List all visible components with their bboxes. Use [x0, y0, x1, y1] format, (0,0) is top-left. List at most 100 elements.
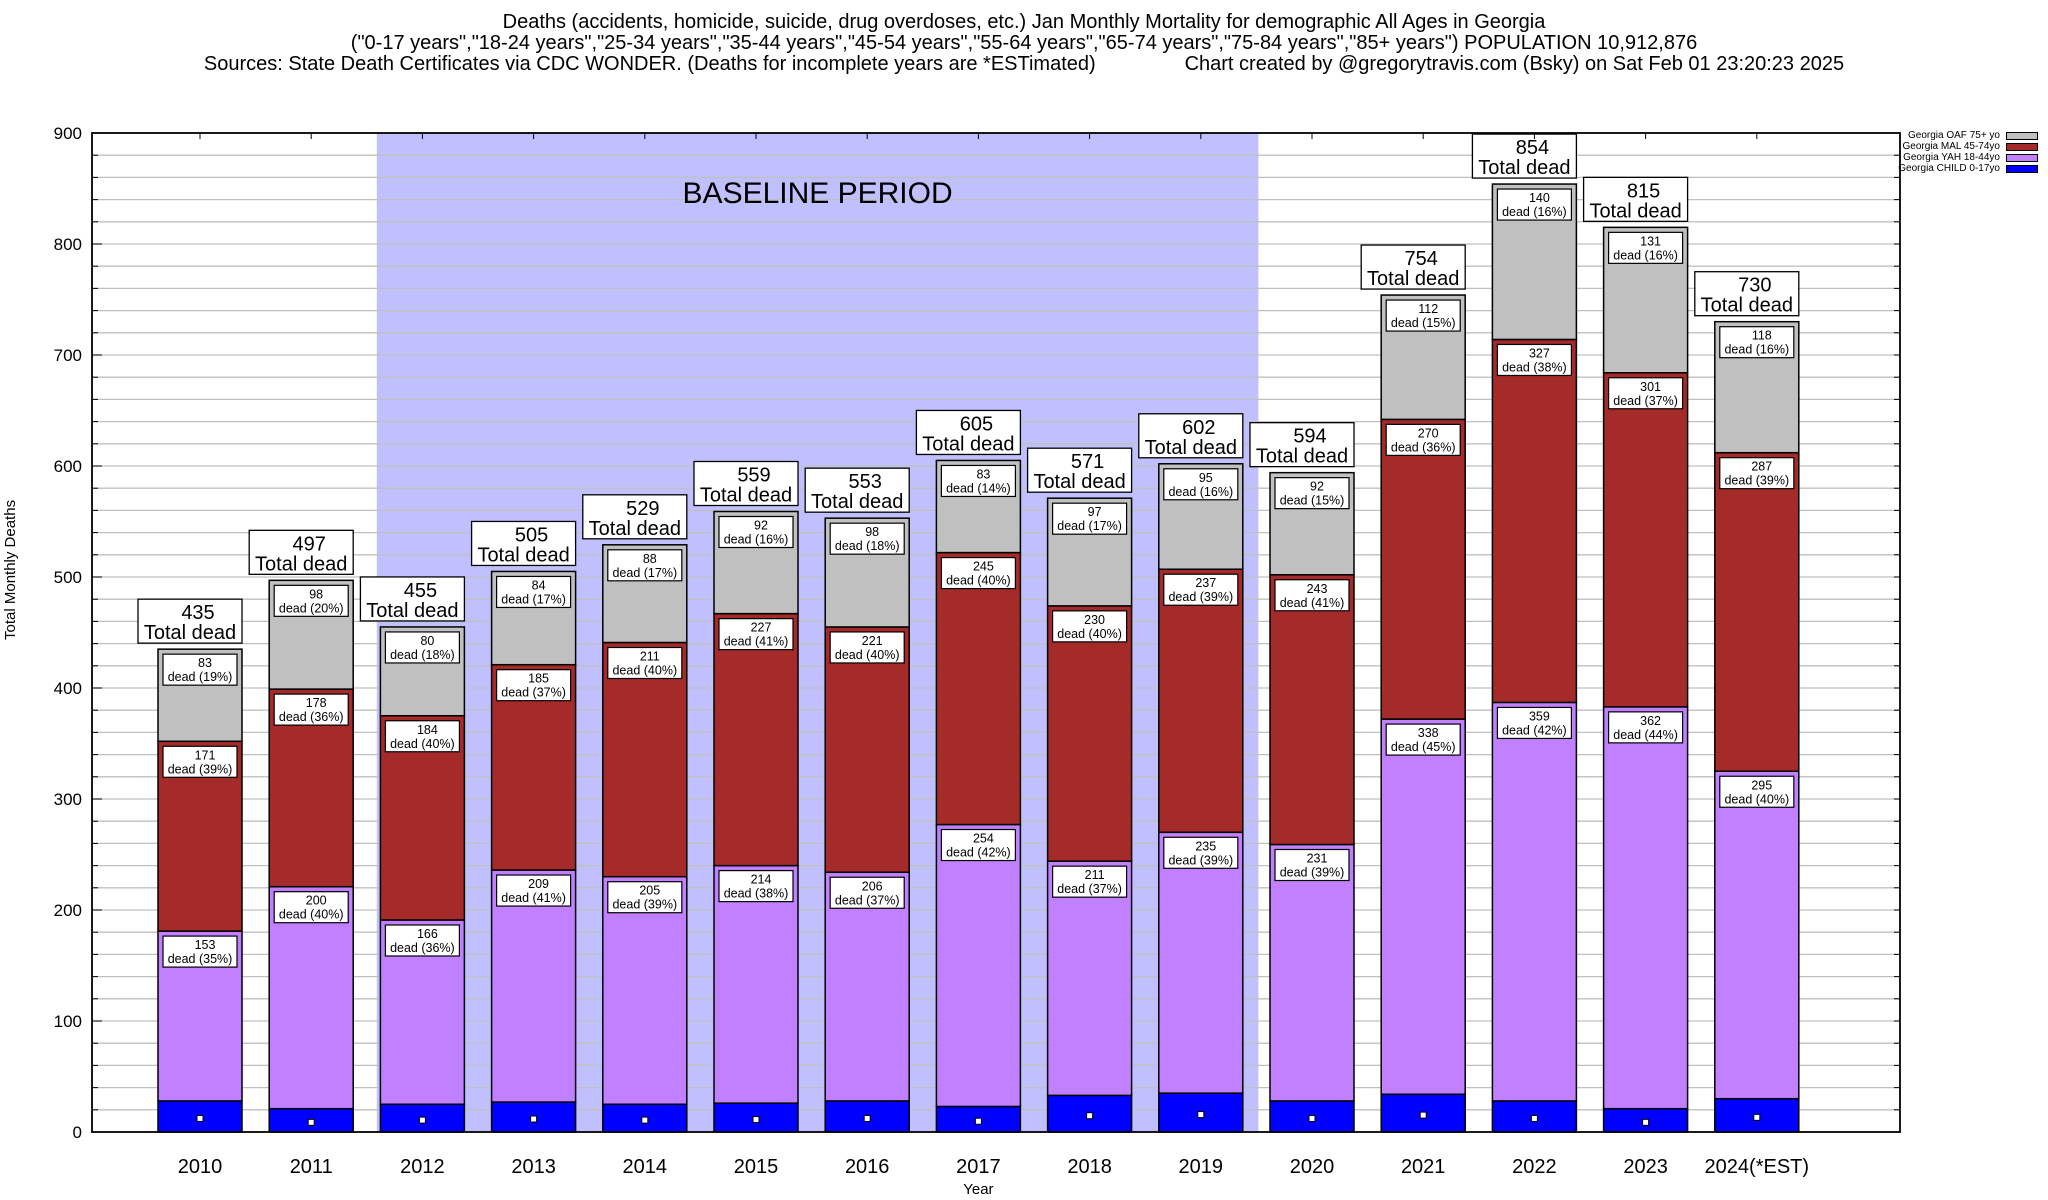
child-marker: [1419, 1111, 1427, 1119]
total-label-value: 730: [1738, 275, 1771, 297]
segment-label-value: 118: [1752, 329, 1772, 343]
segment-label-value: 98: [865, 525, 879, 539]
segment-label-value: 359: [1529, 709, 1550, 723]
y-tick-label: 100: [54, 1012, 82, 1031]
total-label-text: Total dead: [700, 485, 792, 507]
child-marker: [1530, 1114, 1538, 1122]
child-marker: [974, 1117, 982, 1125]
segment-label-value: 92: [754, 519, 768, 533]
segment-label-box: [829, 876, 905, 909]
x-tick-label: 2011: [290, 1156, 333, 1178]
segment-label-box: [162, 653, 238, 686]
segment-label-percent: dead (18%): [835, 539, 900, 553]
segment-label-box: [384, 924, 460, 957]
y-tick-label: 600: [54, 457, 82, 476]
segment-label-value: 211: [1085, 868, 1105, 882]
segment-label-value: 95: [1199, 471, 1213, 485]
segment-label-percent: dead (37%): [835, 893, 900, 907]
segment-label-percent: dead (39%): [168, 762, 233, 776]
total-label-value: 529: [626, 498, 659, 520]
x-tick-label: 2018: [1067, 1156, 1112, 1178]
segment-label-value: 231: [1307, 852, 1328, 866]
segment-label-box: [829, 522, 905, 555]
plot-frame: [91, 132, 1901, 1133]
segment-label-value: 83: [198, 656, 212, 670]
segment-label-value: 92: [1310, 480, 1324, 494]
bar-segment: [1158, 568, 1244, 834]
x-tick-label: 2024(*EST): [1705, 1156, 1810, 1178]
segment-label-value: 245: [973, 560, 994, 574]
total-label-box: [359, 576, 466, 622]
bar-segment: [935, 551, 1022, 826]
total-label-box: [804, 467, 910, 513]
x-tick-label: 2020: [1290, 1156, 1335, 1178]
segment-label-box: [1496, 188, 1573, 221]
chart-sources-credit: Sources: State Death Certificates via CD…: [203, 53, 1845, 75]
segment-label-value: 88: [643, 552, 657, 566]
y-tick-label: 500: [54, 568, 82, 587]
total-label-value: 505: [515, 524, 548, 546]
legend-swatch: [2006, 164, 2038, 173]
legend-swatch: [2006, 142, 2038, 151]
segment-label-box: [1496, 706, 1573, 740]
segment-label-box: [607, 549, 683, 582]
total-label-text: Total dead: [1701, 295, 1793, 317]
bar-segment: [1491, 701, 1578, 1102]
segment-label-box: [940, 828, 1017, 862]
segment-label-percent: dead (16%): [1613, 248, 1678, 262]
segment-label-percent: dead (17%): [501, 592, 566, 606]
segment-label-box: [940, 464, 1017, 498]
bar-segment: [1046, 605, 1133, 862]
segment-label-value: 227: [751, 621, 772, 635]
total-label-box: [1138, 413, 1244, 459]
bar-segment: [602, 641, 688, 878]
legend-item: Georgia OAF 75+ yo: [1888, 130, 2038, 141]
segment-label-box: [273, 584, 349, 617]
segment-label-percent: dead (40%): [390, 737, 455, 751]
legend-item: Georgia YAH 18-44yo: [1888, 152, 2038, 163]
legend-label: Georgia CHILD 0-17yo: [1898, 163, 2000, 174]
total-label-text: Total dead: [1145, 437, 1237, 459]
segment-label-value: 270: [1418, 426, 1439, 440]
y-tick-label: 400: [54, 679, 82, 698]
x-tick-label: 2019: [1179, 1156, 1224, 1178]
child-marker: [1086, 1112, 1094, 1120]
segment-label-percent: dead (17%): [612, 566, 677, 580]
x-tick-label: 2016: [845, 1156, 890, 1178]
total-label-text: Total dead: [922, 433, 1014, 455]
x-tick-label: 2021: [1401, 1156, 1446, 1178]
segment-label-percent: dead (16%): [724, 533, 789, 547]
segment-label-percent: dead (39%): [1168, 590, 1233, 604]
total-label-value: 497: [293, 533, 326, 555]
total-label-value: 435: [181, 602, 214, 624]
segment-label-value: 84: [532, 578, 546, 592]
segment-label-box: [1385, 423, 1461, 456]
legend-item: Georgia MAL 45-74yo: [1888, 141, 2038, 152]
segment-label-value: 80: [420, 634, 434, 648]
segment-label-box: [1719, 457, 1795, 490]
total-label-value: 754: [1405, 248, 1438, 270]
segment-label-value: 295: [1751, 778, 1772, 792]
total-label-text: Total dead: [1033, 471, 1125, 493]
segment-label-value: 171: [195, 748, 216, 762]
segment-label-value: 235: [1195, 839, 1216, 853]
segment-label-value: 112: [1418, 302, 1438, 316]
segment-label-value: 97: [1088, 505, 1102, 519]
segment-label-box: [496, 669, 572, 702]
segment-label-box: [1274, 848, 1350, 882]
segment-label-percent: dead (38%): [1502, 360, 1567, 374]
segment-label-box: [1051, 610, 1128, 643]
segment-label-box: [162, 935, 238, 968]
segment-label-percent: dead (16%): [1168, 485, 1233, 499]
legend-swatch: [2006, 131, 2038, 140]
segment-label-value: 338: [1418, 726, 1439, 740]
x-tick-label: 2015: [734, 1156, 779, 1178]
segment-label-box: [607, 646, 683, 680]
x-tick-label: 2013: [511, 1156, 556, 1178]
segment-label-box: [1163, 836, 1239, 869]
legend-label: Georgia OAF 75+ yo: [1908, 130, 2000, 141]
